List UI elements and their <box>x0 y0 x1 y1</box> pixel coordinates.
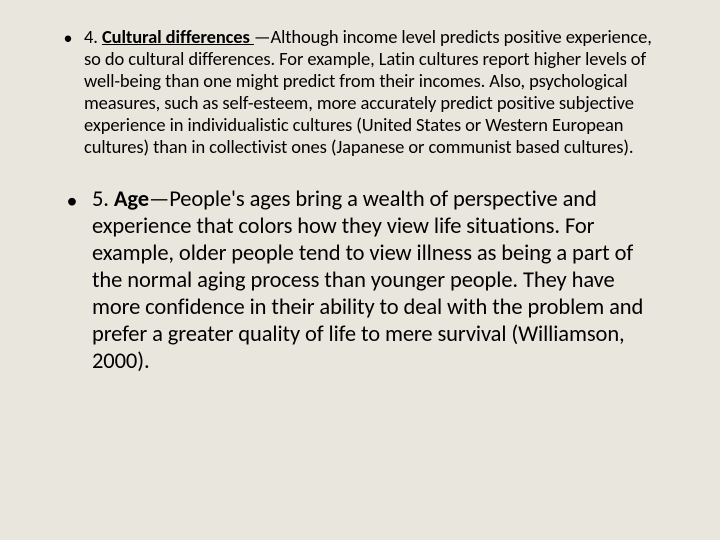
bullet-marker: • <box>52 186 92 214</box>
bullet-text: 5. Age—People's ages bring a wealth of p… <box>92 186 662 375</box>
bullet-number: 5. <box>92 186 114 213</box>
bullet-marker: • <box>52 26 84 49</box>
bullet-item-4: • 4. Cultural differences —Although inco… <box>52 26 662 158</box>
bullet-body: —People's ages bring a wealth of perspec… <box>92 186 643 375</box>
bullet-number: 4. <box>84 25 102 48</box>
slide: • 4. Cultural differences —Although inco… <box>0 0 720 540</box>
bullet-text: 4. Cultural differences —Although income… <box>84 26 662 158</box>
bullet-heading: Cultural differences <box>102 25 254 48</box>
bullet-heading: Age <box>114 186 149 213</box>
bullet-item-5: • 5. Age—People's ages bring a wealth of… <box>52 186 662 375</box>
